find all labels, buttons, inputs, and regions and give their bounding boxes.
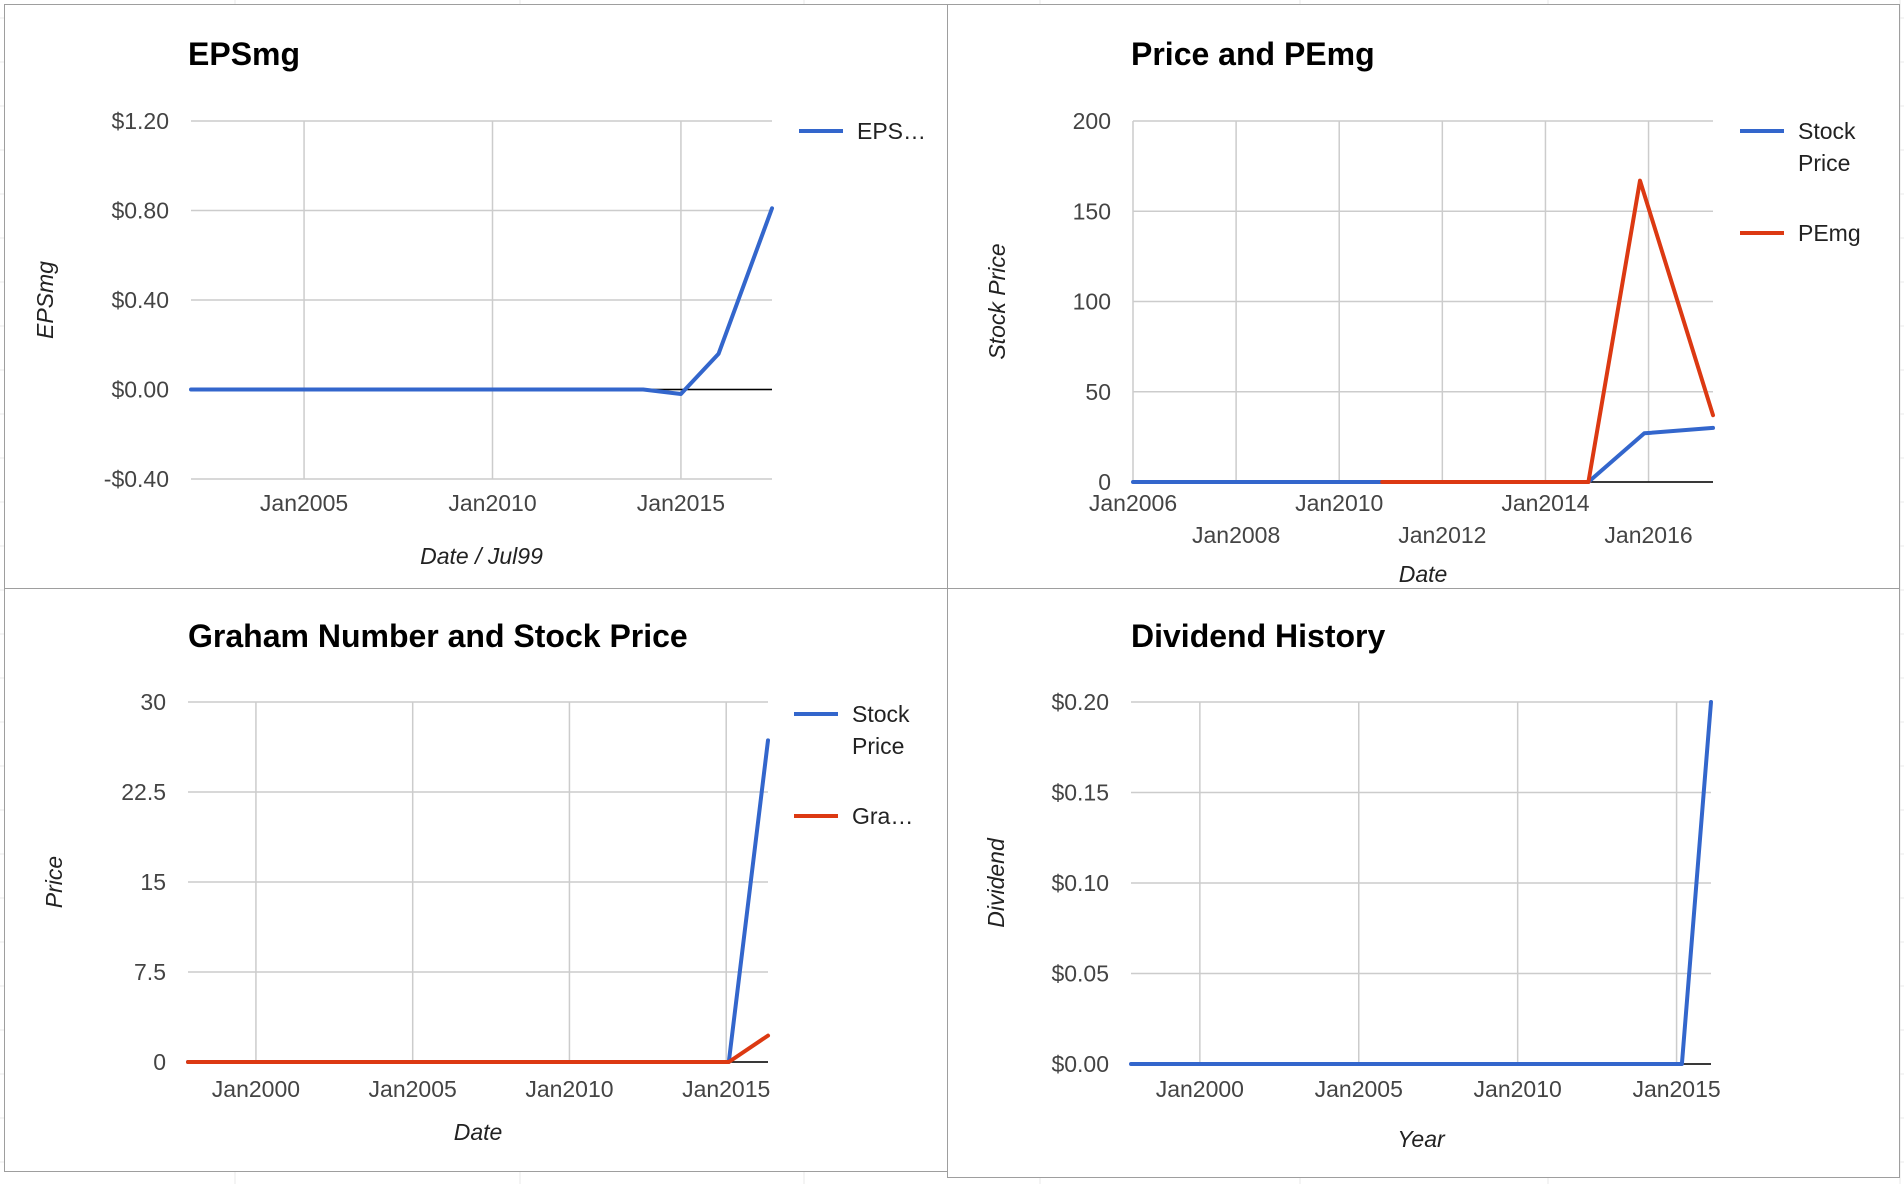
x-tick-label: Jan2010 xyxy=(1295,490,1383,516)
epsmg-chart: EPSmg $1.20 $0.80 $0.40 $0.00 -$0.40 Jan2005 Ja… xyxy=(32,36,926,569)
y-tick-label: $0.10 xyxy=(1051,870,1109,896)
legend-label: Stock Price xyxy=(1798,118,1856,176)
chart-title: Graham Number and Stock Price xyxy=(188,618,688,654)
y-tick-label: 0 xyxy=(153,1049,166,1075)
series-line xyxy=(1129,700,1713,1066)
x-tick-label: Jan2010 xyxy=(525,1076,613,1102)
legend-label-line: Price xyxy=(1798,150,1850,176)
y-tick-label: 7.5 xyxy=(134,959,166,985)
chart-panel-epsmg[interactable]: EPSmg $1.20 $0.80 $0.40 $0.00 -$0.40 Jan2005 Ja… xyxy=(4,4,948,590)
series-line xyxy=(1380,178,1715,484)
y-tick-label: 30 xyxy=(140,689,166,715)
legend-label-line: EPS… xyxy=(857,118,926,144)
y-tick-label: $0.40 xyxy=(111,287,169,313)
chart-title: EPSmg xyxy=(188,36,300,72)
x-tick-label: Jan2010 xyxy=(1474,1076,1562,1102)
x-axis-title: Date xyxy=(1399,561,1448,587)
series-line xyxy=(186,1033,770,1064)
graham-number-chart: Graham Number and Stock Price 30 22.5 15 7.5… xyxy=(41,618,913,1145)
y-tick-label: 100 xyxy=(1073,289,1111,315)
y-tick-label: $0.80 xyxy=(111,198,169,224)
x-tick-label: Jan2015 xyxy=(637,490,725,516)
y-tick-label: $0.15 xyxy=(1051,780,1109,806)
legend-label: PEmg xyxy=(1798,220,1861,246)
y-tick-label: $0.00 xyxy=(1051,1051,1109,1077)
y-axis-title: EPSmg xyxy=(32,261,58,339)
x-axis-title: Year xyxy=(1397,1126,1446,1152)
x-tick-label: Jan2016 xyxy=(1604,522,1692,548)
y-tick-label: $0.20 xyxy=(1051,689,1109,715)
x-tick-label: Jan2000 xyxy=(1156,1076,1244,1102)
x-tick-label: Jan2012 xyxy=(1398,522,1486,548)
series-line xyxy=(186,738,770,1064)
x-tick-label: Jan2015 xyxy=(1632,1076,1720,1102)
chart-panel-graham-number[interactable]: Graham Number and Stock Price 30 22.5 15 7.5… xyxy=(4,588,948,1172)
y-tick-label: 200 xyxy=(1073,108,1111,134)
dividend-history-chart: Dividend History $0.20 $0.15 $0.10 $0.05 $0.0… xyxy=(983,618,1721,1152)
y-axis-title: Price xyxy=(41,856,67,908)
series-line xyxy=(1131,425,1715,484)
legend-label: Stock Price xyxy=(852,701,910,759)
legend-label: EPS… xyxy=(857,118,926,144)
y-tick-label: 15 xyxy=(140,869,166,895)
chart-panel-price-pemg[interactable]: Price and PEmg 200 150 100 50 0 Jan2006 Jan2008… xyxy=(947,4,1900,590)
y-tick-label: $0.00 xyxy=(111,377,169,403)
x-axis-title: Date xyxy=(454,1119,503,1145)
chart-panel-dividend-history[interactable]: Dividend History $0.20 $0.15 $0.10 $0.05 $0.0… xyxy=(947,588,1900,1178)
y-axis-title: Dividend xyxy=(983,837,1009,928)
x-tick-label: Jan2005 xyxy=(260,490,348,516)
x-tick-label: Jan2010 xyxy=(448,490,536,516)
chart-title: Price and PEmg xyxy=(1131,36,1375,72)
x-axis-title: Date / Jul99 xyxy=(420,543,543,569)
x-tick-label: Jan2015 xyxy=(682,1076,770,1102)
legend-label-line: Gra… xyxy=(852,803,913,829)
x-tick-label: Jan2008 xyxy=(1192,522,1280,548)
legend-label-line: Price xyxy=(852,733,904,759)
x-tick-label: Jan2000 xyxy=(212,1076,300,1102)
legend-label-line: Stock xyxy=(852,701,910,727)
x-tick-label: Jan2005 xyxy=(1315,1076,1403,1102)
x-tick-label: Jan2014 xyxy=(1501,490,1589,516)
y-tick-label: 50 xyxy=(1085,379,1111,405)
y-tick-label: -$0.40 xyxy=(104,466,169,492)
legend-label: Gra… xyxy=(852,803,913,829)
y-tick-label: 22.5 xyxy=(121,779,166,805)
series-line xyxy=(189,206,774,396)
y-tick-label: $0.05 xyxy=(1051,961,1109,987)
legend-label-line: Stock xyxy=(1798,118,1856,144)
y-tick-label: 150 xyxy=(1073,198,1111,224)
y-axis-title: Stock Price xyxy=(984,243,1010,359)
x-tick-label: Jan2006 xyxy=(1089,490,1177,516)
x-tick-label: Jan2005 xyxy=(369,1076,457,1102)
y-tick-label: $1.20 xyxy=(111,108,169,134)
chart-title: Dividend History xyxy=(1131,618,1385,654)
y-tick-label: 0 xyxy=(1098,469,1111,495)
legend-label-line: PEmg xyxy=(1798,220,1861,246)
